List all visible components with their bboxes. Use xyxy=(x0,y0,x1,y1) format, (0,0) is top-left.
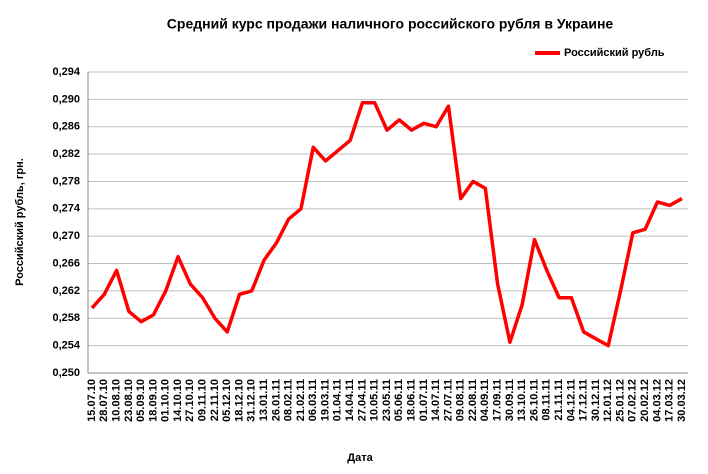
x-tick-label: 21.11.11 xyxy=(553,379,565,421)
x-tick-label: 26.01.11 xyxy=(270,379,282,421)
x-tick-label: 27.07.11 xyxy=(442,379,454,421)
x-tick-label: 05.12.10 xyxy=(221,379,233,422)
x-tick-label: 21.02.11 xyxy=(295,379,307,421)
x-tick-label: 01.07.11 xyxy=(418,379,430,421)
y-tick-label: 0,270 xyxy=(52,230,80,242)
x-tick-label: 01.04.11 xyxy=(332,379,344,421)
x-tick-label: 27.10.10 xyxy=(184,379,196,422)
y-tick-label: 0,262 xyxy=(52,285,80,297)
x-tick-label: 01.10.10 xyxy=(160,379,172,422)
x-tick-label: 14.10.10 xyxy=(172,379,184,422)
x-tick-label: 14.04.11 xyxy=(344,379,356,421)
x-tick-label: 31.12.10 xyxy=(246,379,258,422)
x-tick-label: 04.12.11 xyxy=(565,379,577,421)
x-tick-label: 13.01.11 xyxy=(258,379,270,421)
y-tick-label: 0,278 xyxy=(52,175,80,187)
x-axis-label: Дата xyxy=(347,452,373,464)
y-tick-label: 0,250 xyxy=(52,367,80,379)
x-tick-label: 20.02.12 xyxy=(639,379,651,422)
x-tick-label: 06.03.11 xyxy=(307,379,319,421)
y-tick-label: 0,290 xyxy=(52,93,80,105)
x-tick-label: 22.08.11 xyxy=(467,379,479,421)
chart-title: Средний курс продажи наличного российско… xyxy=(167,16,614,32)
x-tick-label: 28.07.10 xyxy=(98,379,110,422)
y-tick-label: 0,266 xyxy=(52,257,80,269)
x-tick-label: 08.11.11 xyxy=(541,379,553,421)
x-tick-label: 04.09.11 xyxy=(479,379,491,421)
x-tick-label: 30.09.11 xyxy=(504,379,516,421)
x-tick-label: 10.08.10 xyxy=(110,379,122,422)
x-tick-label: 08.02.11 xyxy=(283,379,295,421)
x-tick-label: 07.02.12 xyxy=(627,379,639,422)
y-tick-label: 0,258 xyxy=(52,312,80,324)
y-axis-label: Российский рубль, грн. xyxy=(14,158,26,286)
x-tick-label: 09.08.11 xyxy=(455,379,467,421)
x-tick-label: 18.06.11 xyxy=(405,379,417,421)
x-tick-label: 04.03.12 xyxy=(651,379,663,422)
x-tick-label: 18.09.10 xyxy=(147,379,159,422)
x-tick-label: 30.03.12 xyxy=(676,379,688,422)
x-tick-label: 17.03.12 xyxy=(664,379,676,422)
y-tick-label: 0,254 xyxy=(52,340,80,352)
x-tick-label: 30.12.11 xyxy=(590,379,602,421)
x-tick-label: 23.05.11 xyxy=(381,379,393,421)
x-tick-label: 18.12.10 xyxy=(233,379,245,422)
x-tick-label: 17.12.11 xyxy=(578,379,590,421)
x-tick-label: 05.06.11 xyxy=(393,379,405,421)
x-tick-label: 12.01.12 xyxy=(602,379,614,422)
line-series xyxy=(90,101,683,348)
x-tick-label: 09.11.10 xyxy=(197,379,209,421)
x-tick-label: 15.07.10 xyxy=(86,379,98,422)
y-tick-label: 0,286 xyxy=(52,121,80,133)
x-tick-label: 23.08.10 xyxy=(123,379,135,422)
x-tick-label: 27.04.11 xyxy=(356,379,368,421)
y-tick-label: 0,274 xyxy=(52,203,80,215)
x-tick-label: 26.10.11 xyxy=(528,379,540,421)
legend-label: Российский рубль xyxy=(564,47,665,59)
x-tick-label: 19.03.11 xyxy=(319,379,331,421)
x-tick-label: 13.10.11 xyxy=(516,379,528,421)
x-tick-label: 25.01.12 xyxy=(614,379,626,422)
y-tick-label: 0,282 xyxy=(52,148,80,160)
y-tick-label: 0,294 xyxy=(52,66,80,78)
x-tick-label: 17.09.11 xyxy=(492,379,504,421)
x-tick-label: 14.07.11 xyxy=(430,379,442,421)
x-tick-label: 05.09.10 xyxy=(135,379,147,422)
x-tick-label: 10.05.11 xyxy=(369,379,381,421)
x-tick-label: 22.11.10 xyxy=(209,379,221,421)
